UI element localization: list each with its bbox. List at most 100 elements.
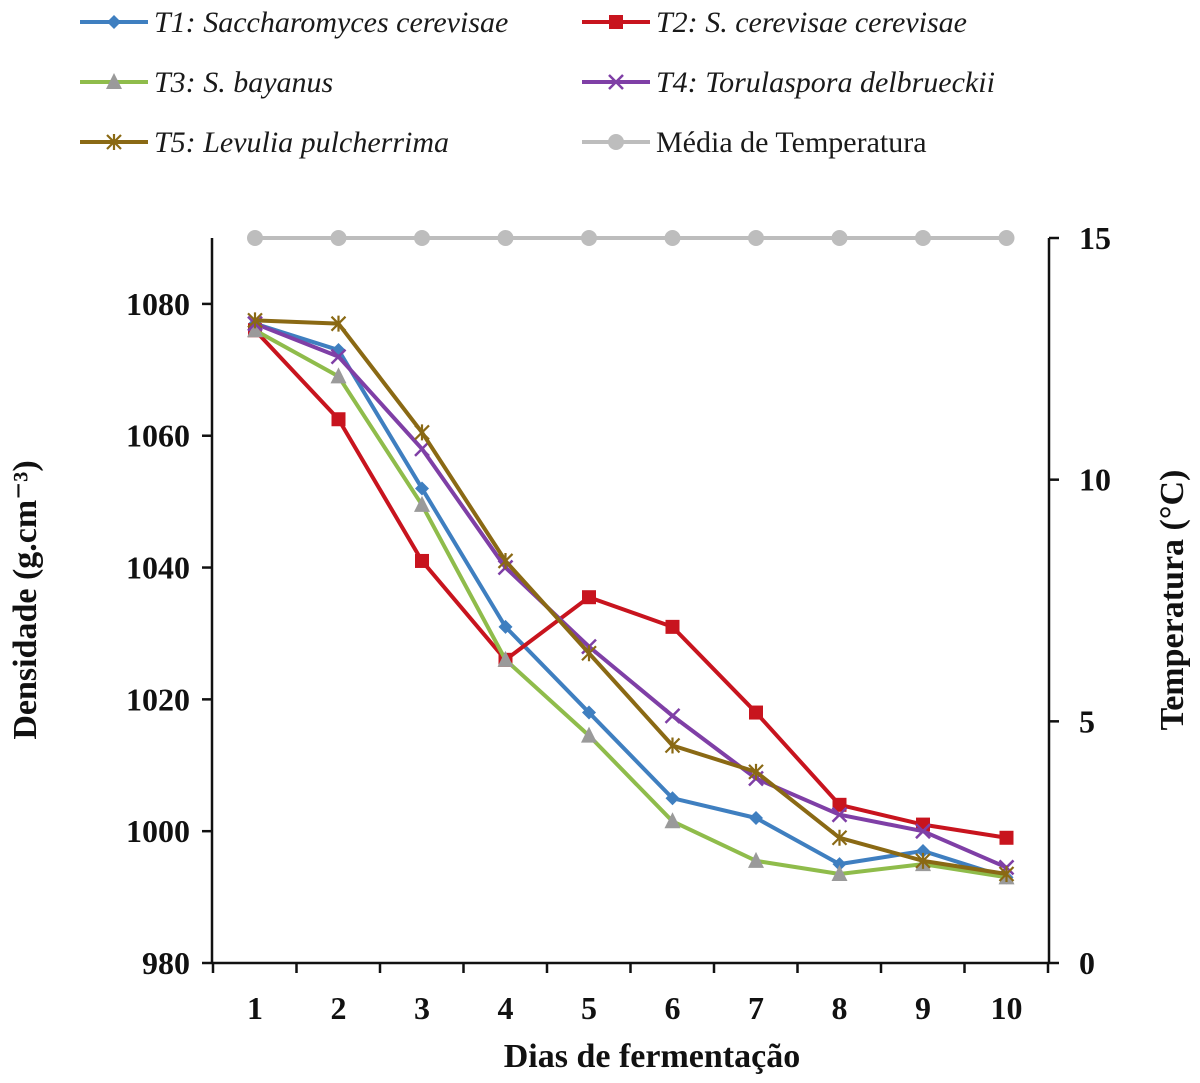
series-1-point [749,811,763,825]
legend-swatch-marker [107,15,121,29]
series-5-point [497,552,514,569]
series-2-point [582,590,596,605]
series-5-point [330,315,347,332]
series-5-point [998,866,1015,883]
series-3-point [330,367,347,384]
series-3-point [581,726,597,743]
series-4 [247,315,1015,876]
x-tick-label: 1 [247,990,263,1026]
series-6-point [831,230,848,246]
legend-swatch-marker [609,15,623,29]
series-3 [247,321,1015,885]
y2-axis-title: Temperatura (°C) [1154,470,1191,731]
series-4-point [330,348,347,365]
y2-tick-label: 0 [1079,945,1095,981]
series-1 [248,316,1014,885]
series-5-point [748,763,764,780]
series-4-point [915,823,931,840]
series-5-point [247,312,263,329]
y-axis-title: Densidade (g.cm⁻³) [7,460,44,739]
y2-tick-label: 5 [1079,703,1095,739]
series-5-point [831,829,848,846]
series-2 [248,323,1014,845]
series-2-point [331,412,346,427]
series-4-point [414,441,430,457]
series-1-point [415,481,429,496]
legend-label: T1: Saccharomyces cerevisae [154,6,508,39]
series-3-line [254,328,1007,880]
legend-label: T4: Torulaspora delbrueckii [656,66,995,99]
y-tick-label: 1000 [126,813,190,849]
legend-label-species: S. cerevisae cerevisae [705,6,967,39]
series-2-point [832,797,847,812]
series-6-point [915,230,931,246]
legend-label-prefix: T3: [154,66,203,99]
series-3-point [247,321,263,338]
series-6-point [581,230,597,246]
x-tick-label: 4 [498,990,514,1026]
series-3-point [414,495,430,512]
series-6-point [748,230,764,246]
series-1-point [498,619,513,634]
series-6-point [998,230,1015,246]
y-tick-label: 1020 [126,681,190,717]
right-axis-ticks: 0 5 10 15 [1049,220,1111,981]
legend-label: T5: Levulia pulcherrima [154,126,449,159]
legend-swatch-marker [106,73,122,89]
legend-item-4: T4: Torulaspora delbrueckii [582,66,995,99]
x-axis-ticks: 1 2 3 4 5 6 7 8 9 10 [211,963,1050,1026]
series-3-point [497,650,514,667]
legend-swatch-marker [106,134,122,150]
series-5 [247,312,1015,883]
legend-label-prefix: T5: [154,126,203,159]
series-4-point [831,806,848,823]
x-tick-label: 2 [331,990,347,1026]
series-6-point [414,230,430,246]
x-axis-title: Dias de fermentação [504,1038,800,1075]
series-5-point [414,424,430,441]
legend-label-species: Torulaspora delbrueckii [705,66,995,99]
series-6-point [330,230,347,246]
x-tick-label: 6 [665,990,681,1026]
y-tick-label: 980 [142,945,190,981]
series-1-line [254,321,1008,880]
series-3-point [664,812,681,829]
legend-item-6: Média de Temperatura [582,126,927,159]
legend-label-prefix: T4: [656,66,705,99]
legend-label-prefix: T2: [656,6,705,39]
legend-label: T2: S. cerevisae cerevisae [656,6,967,39]
series-2-line [253,328,1007,840]
legend: T1: Saccharomyces cerevisae T2: S. cerevi… [80,6,995,159]
x-tick-label: 10 [991,990,1023,1026]
y-tick-label: 1060 [126,418,190,454]
legend-label-species: Saccharomyces cerevisae [203,6,508,39]
left-axis-ticks: 980 1000 1020 1040 1060 1080 [126,286,212,981]
legend-item-2: T2: S. cerevisae cerevisae [582,6,967,39]
legend-item-5: T5: Levulia pulcherrima [80,126,449,159]
series-3-point [748,851,764,868]
series-6-point [664,230,681,246]
x-tick-label: 7 [748,990,764,1026]
series-3-point [831,865,848,882]
y2-tick-label: 10 [1079,462,1111,498]
series-1-point [832,857,847,872]
y-tick-label: 1080 [126,286,190,322]
series-6-point [247,230,263,246]
x-tick-label: 9 [915,990,931,1026]
x-tick-label: 8 [832,990,848,1026]
series-6 [247,230,1015,246]
legend-label: T3: S. bayanus [154,66,333,99]
legend-swatch-marker [608,74,624,90]
y2-tick-label: 15 [1079,220,1111,256]
x-tick-label: 3 [414,990,430,1026]
y-tick-label: 1040 [126,550,190,586]
series-2-point [665,619,680,634]
legend-label-species: Levulia pulcherrima [202,126,449,159]
legend-item-1: T1: Saccharomyces cerevisae [80,6,508,39]
legend-label-species: S. bayanus [203,66,333,99]
legend-label-species: Média de Temperatura [656,126,927,159]
series-5-point [915,852,931,869]
series-1-point [665,791,680,806]
series-5-line [254,318,1007,876]
